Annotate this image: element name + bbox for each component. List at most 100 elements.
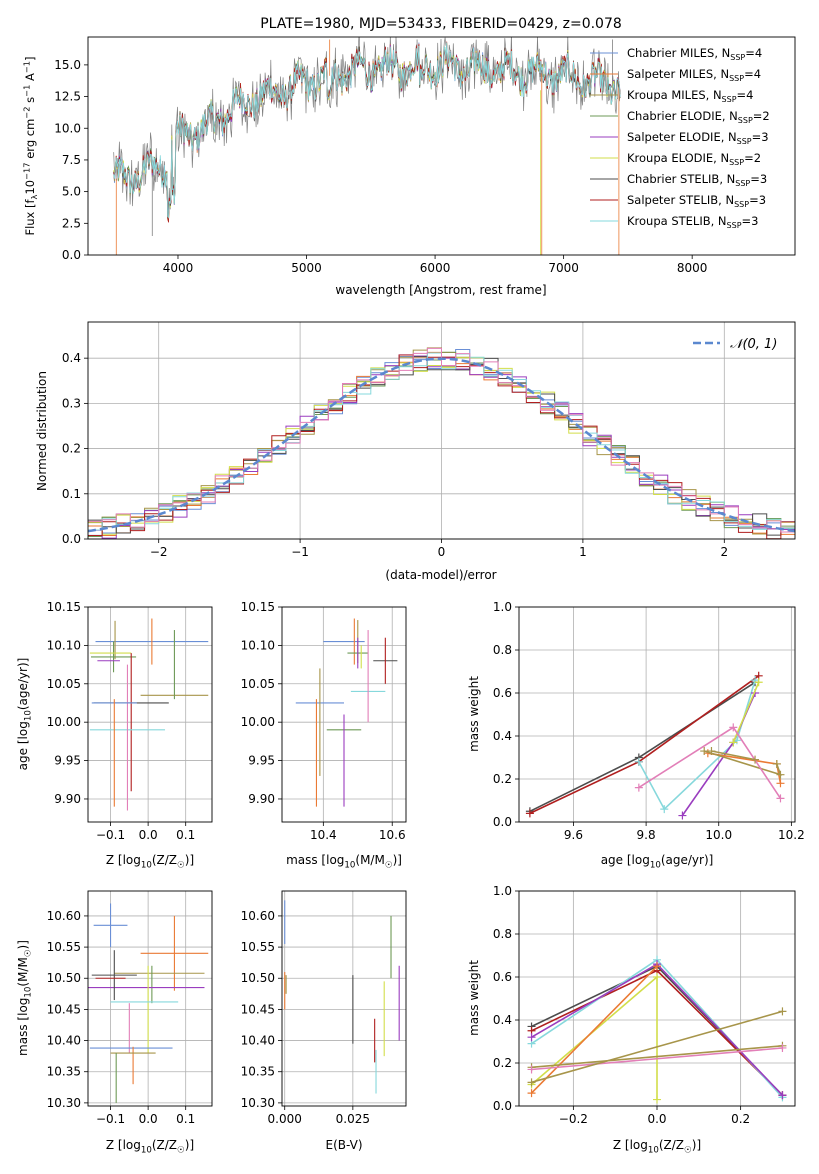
y-tick-label: 10.10 — [47, 638, 81, 652]
weight-vs-metallicity-chart: −0.2 0.0 0.2 0.0 0.2 0.4 0.6 0.8 1.0 — [493, 884, 796, 1126]
y-tick-label: 10.00 — [241, 715, 275, 729]
histogram-step-line — [88, 356, 795, 536]
y-tick-label: 2.5 — [62, 216, 81, 230]
legend-entry: Chabrier MILES, NSSP=4 — [627, 46, 762, 62]
y-tick-label: 10.05 — [241, 677, 275, 691]
y-tick-label: 10.15 — [241, 600, 275, 614]
axes-frame — [87, 36, 796, 256]
mass-vs-metallicity-chart-plot-area — [88, 903, 209, 1103]
mass-weight-marker — [776, 779, 785, 788]
x-tick-label: −0.2 — [559, 1112, 588, 1126]
mass-weight-marker — [653, 1095, 661, 1104]
age-metallicity-y-axis-label: age [log10(age/yr)] — [16, 658, 33, 771]
x-tick-label: 4000 — [163, 261, 194, 275]
y-tick-label: 10.15 — [47, 600, 81, 614]
x-tick-label: 0.1 — [176, 1112, 195, 1126]
x-tick-label: −0.1 — [96, 828, 125, 842]
legend-entry: Salpeter MILES, NSSP=4 — [627, 67, 761, 83]
mass-weight-line — [711, 750, 756, 761]
mass-weight-marker — [778, 1091, 787, 1100]
x-tick-label: 0.1 — [176, 828, 195, 842]
weight-vs-age-chart: 9.6 9.8 10.0 10.2 0.0 0.2 0.4 0.6 0.8 1.0 — [493, 600, 805, 842]
x-tick-label: 8000 — [677, 261, 708, 275]
residual-histogram-plot-area — [88, 347, 795, 539]
y-tick-label: 12.5 — [54, 90, 81, 104]
y-tick-label: 15.0 — [54, 58, 81, 72]
mass-weight-line — [531, 1010, 783, 1084]
axes-frame — [518, 890, 796, 1107]
mass-weight-marker — [527, 1078, 536, 1087]
mass-weight-marker — [772, 759, 781, 768]
x-tick-label: 1 — [579, 545, 587, 559]
legend-entry: 𝒩(0, 1) — [730, 337, 777, 352]
y-tick-label: 0.4 — [62, 351, 81, 365]
mass-weight-line — [529, 675, 760, 815]
weight-age-x-axis-label: age [log10(age/yr)] — [601, 853, 714, 870]
mass-weight-marker — [751, 755, 760, 764]
legend-entry: Chabrier ELODIE, NSSP=2 — [627, 109, 770, 125]
y-tick-label: 0.4 — [493, 729, 512, 743]
y-tick-label: 1.0 — [493, 884, 512, 898]
mass-weight-marker — [776, 794, 785, 803]
x-tick-label: 9.6 — [564, 828, 583, 842]
y-tick-label: 0.8 — [493, 927, 512, 941]
x-tick-label: 0 — [438, 545, 446, 559]
x-tick-label: 2 — [720, 545, 728, 559]
y-tick-label: 10.45 — [47, 1002, 81, 1016]
y-tick-label: 10.45 — [241, 1002, 275, 1016]
legend-entry: Kroupa STELIB, NSSP=3 — [627, 214, 758, 230]
spectrum-chart: 4000 5000 6000 7000 8000 0.0 2.5 5.0 7.5 10.0 12.5… — [54, 36, 796, 275]
y-tick-label: 10.60 — [47, 909, 81, 923]
weight-age-y-axis-label: mass weight — [467, 676, 481, 752]
y-tick-label: 10.35 — [241, 1065, 275, 1079]
axes-frame — [87, 321, 796, 540]
spectrum-chart-plot-area — [113, 37, 621, 255]
mass-weight-marker — [634, 757, 643, 766]
weight-vs-age-chart-plot-area — [525, 671, 785, 820]
age-metallicity-x-axis-label: Z [log10(Z/Z☉)] — [106, 853, 194, 870]
mass-weight-line — [531, 1045, 783, 1069]
spectrum-y-axis-label: Flux [fλ10−17 erg cm−2 s−1 A−1] — [22, 56, 40, 235]
axes-frame — [281, 606, 407, 823]
axes-frame — [281, 890, 407, 1107]
mass-weight-marker — [527, 1033, 536, 1042]
mass-metallicity-y-axis-label: mass [log10(M/M☉)] — [16, 940, 33, 1056]
x-tick-label: 0.025 — [336, 1112, 370, 1126]
y-tick-label: 0.0 — [62, 532, 81, 546]
x-tick-label: 10.4 — [310, 828, 337, 842]
y-tick-label: 0.2 — [62, 442, 81, 456]
y-tick-label: 0.2 — [493, 772, 512, 786]
mass-weight-marker — [700, 747, 709, 756]
mass-weight-marker — [707, 747, 716, 756]
mass-weight-line — [531, 1047, 783, 1071]
legend-entry: Kroupa MILES, NSSP=4 — [627, 88, 753, 104]
spectrum-legend: Chabrier MILES, NSSP=4 Salpeter MILES, NS… — [590, 46, 770, 230]
y-tick-label: 10.30 — [47, 1096, 81, 1110]
age-vs-metallicity-chart-plot-area — [89, 618, 209, 811]
y-tick-label: 0.8 — [493, 643, 512, 657]
y-tick-label: 0.0 — [493, 815, 512, 829]
y-tick-label: 0.0 — [62, 248, 81, 262]
legend-entry: Salpeter ELODIE, NSSP=3 — [627, 130, 769, 146]
x-tick-label: 7000 — [548, 261, 579, 275]
x-tick-label: 0.0 — [647, 1112, 666, 1126]
mass-weight-line — [638, 679, 756, 811]
mass-weight-line — [530, 965, 658, 1094]
histogram-step-line — [88, 347, 795, 533]
mass-weight-marker — [776, 770, 785, 779]
model-spectrum-line — [113, 42, 621, 219]
mass-metallicity-x-axis-label: Z [log10(Z/Z☉)] — [106, 1138, 194, 1155]
mass-vs-ebv-chart-plot-area — [284, 900, 400, 1094]
y-tick-label: 10.40 — [241, 1034, 275, 1048]
mass-weight-marker — [634, 783, 643, 792]
age-mass-x-axis-label: mass [log10(M/M☉)] — [286, 853, 402, 870]
x-tick-label: 5000 — [291, 261, 322, 275]
y-tick-label: 0.6 — [493, 970, 512, 984]
mass-vs-metallicity-chart: −0.1 0.0 0.1 10.30 10.35 10.40 10.45 10.50 10.55… — [47, 890, 213, 1126]
y-tick-label: 9.95 — [54, 754, 81, 768]
x-tick-label: −0.1 — [96, 1112, 125, 1126]
y-tick-label: 1.0 — [493, 600, 512, 614]
mass-weight-marker — [527, 1065, 536, 1074]
age-vs-metallicity-chart: −0.1 0.0 0.1 9.90 9.95 10.00 10.05 10.10 10.15 — [47, 600, 213, 842]
